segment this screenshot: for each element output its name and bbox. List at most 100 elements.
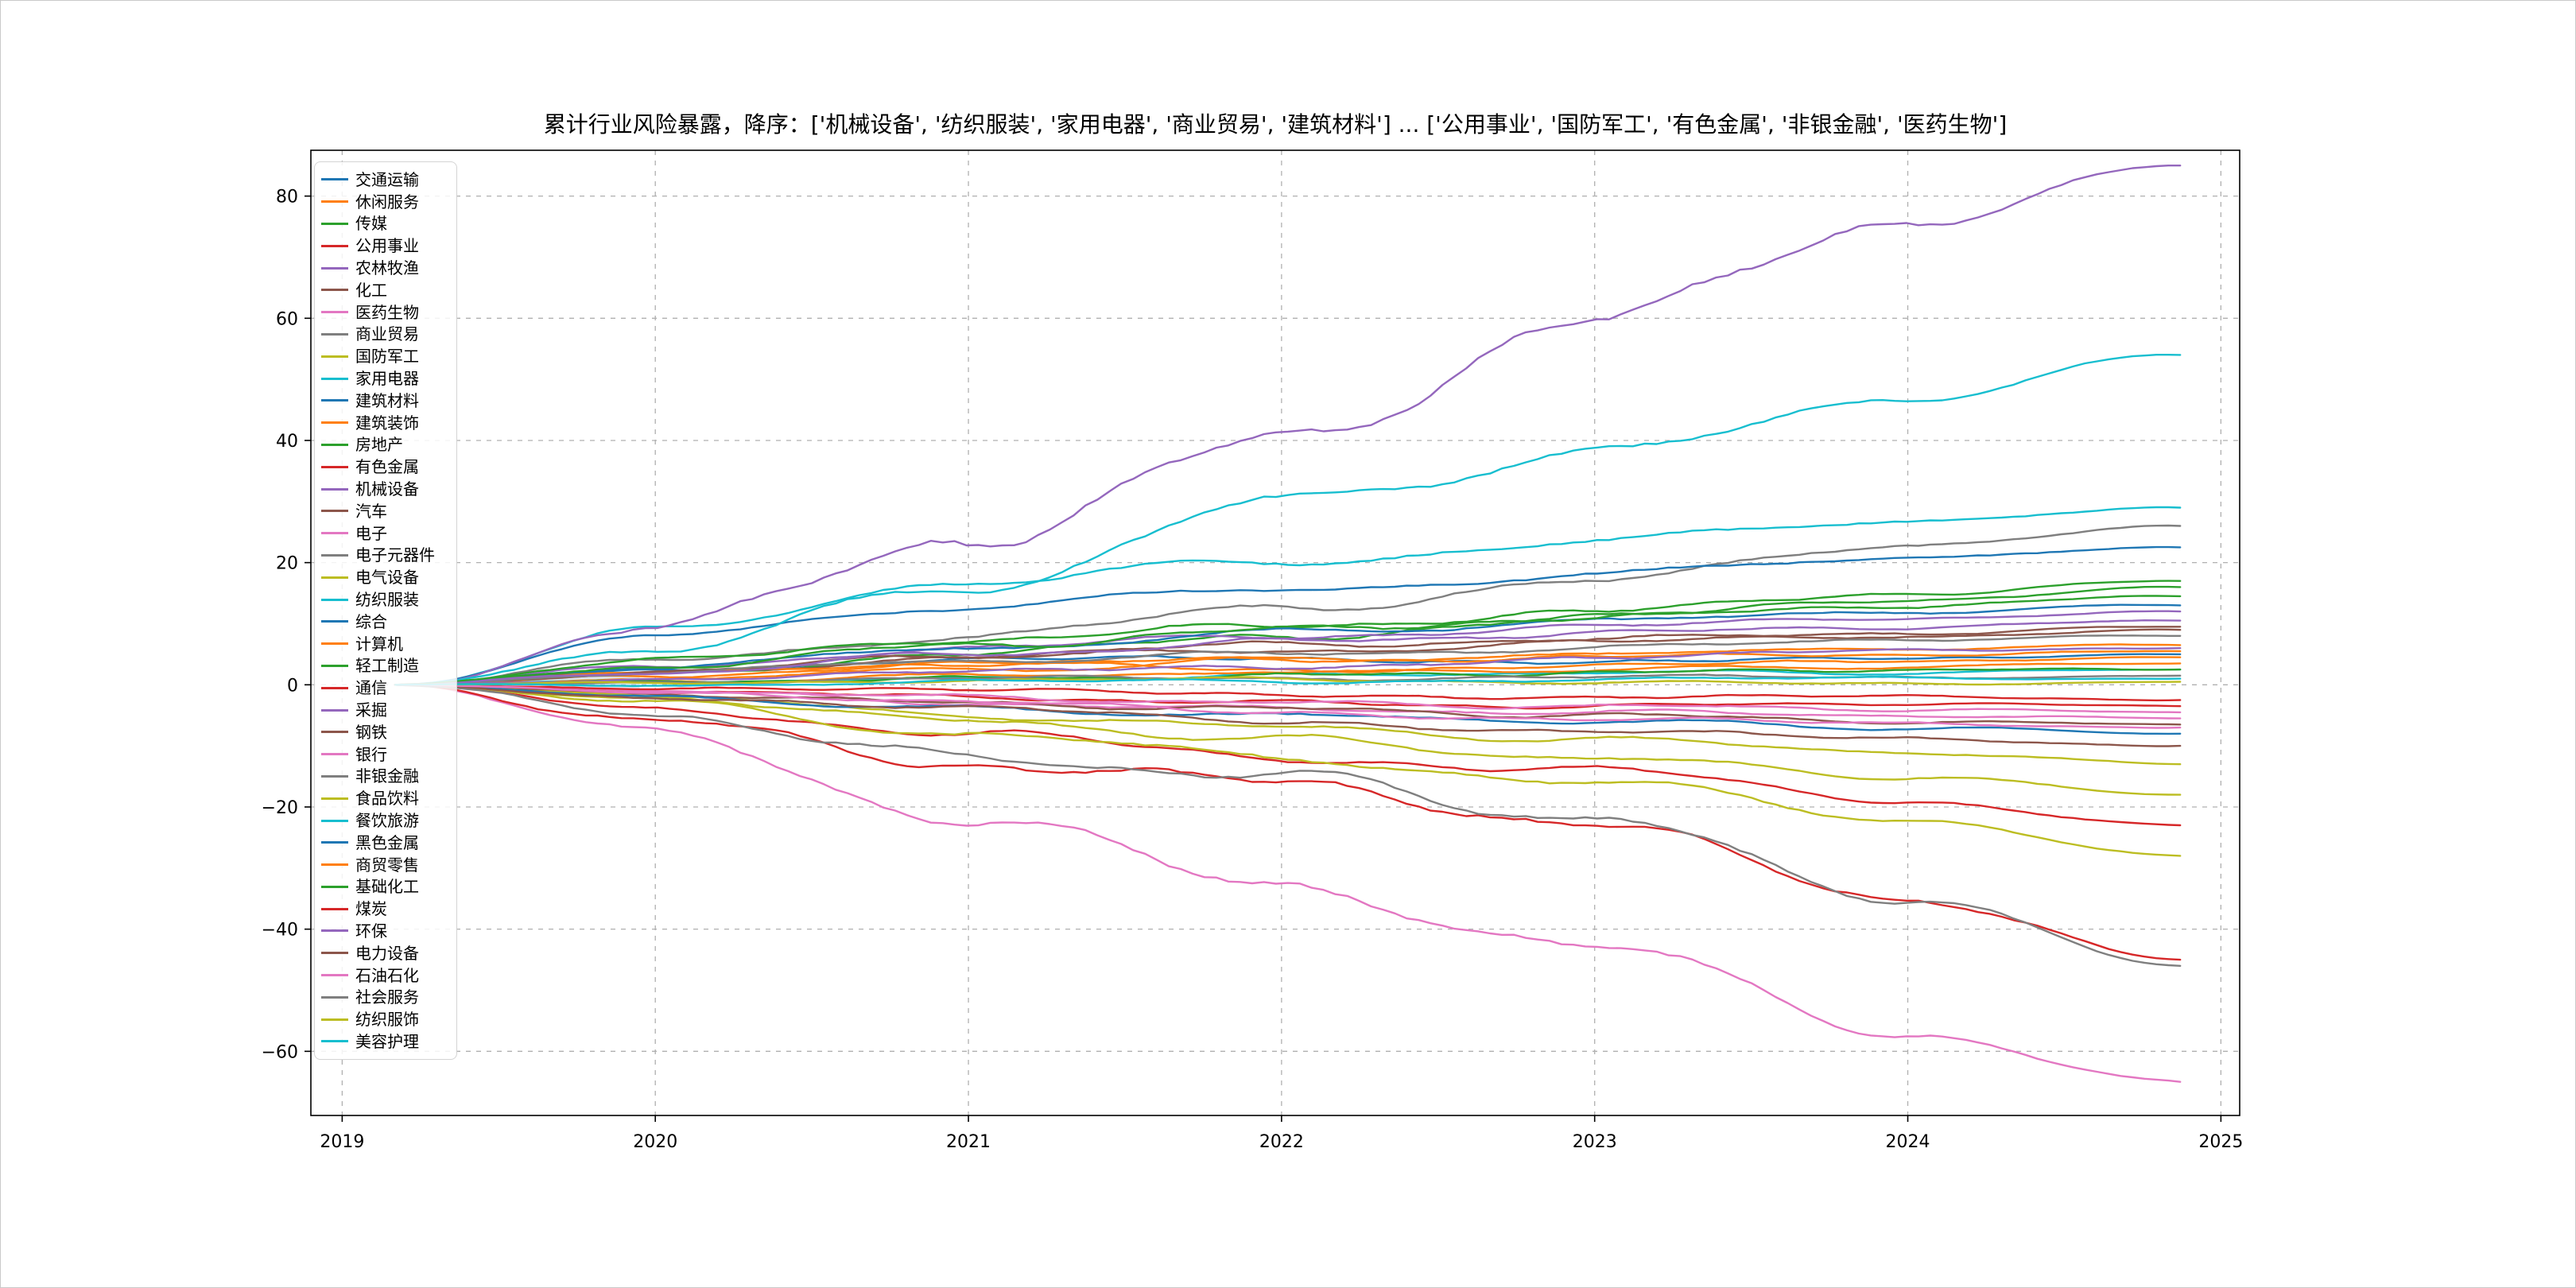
y-tick-label: −40 xyxy=(262,921,298,941)
legend-swatch xyxy=(321,222,348,225)
x-tick-label: 2024 xyxy=(1886,1132,1930,1152)
legend-label: 机械设备 xyxy=(355,479,419,499)
legend-item: 机械设备 xyxy=(321,478,450,500)
y-tick-label: 40 xyxy=(276,432,298,452)
plot-border xyxy=(310,149,2240,1116)
series-line xyxy=(394,603,2182,686)
series-line xyxy=(394,647,2182,686)
series-line xyxy=(394,684,2182,1083)
series-line xyxy=(394,524,2182,686)
series-line xyxy=(394,354,2182,686)
legend-item: 基础化工 xyxy=(321,876,450,898)
legend-item: 电子 xyxy=(321,522,450,545)
legend-item: 传媒 xyxy=(321,213,450,235)
legend-swatch xyxy=(321,664,348,667)
legend-label: 电子元器件 xyxy=(355,545,435,565)
legend-label: 轻工制造 xyxy=(355,656,419,676)
legend-item: 纺织服饰 xyxy=(321,1008,450,1030)
y-tick-label: 0 xyxy=(287,676,298,696)
legend-item: 国防军工 xyxy=(321,345,450,367)
legend-swatch xyxy=(321,377,348,380)
legend-item: 家用电器 xyxy=(321,367,450,390)
legend-item: 社会服务 xyxy=(321,986,450,1008)
legend-label: 交通运输 xyxy=(355,169,419,189)
legend-label: 家用电器 xyxy=(355,369,419,389)
legend-label: 农林牧渔 xyxy=(355,258,419,278)
legend-label: 化工 xyxy=(355,280,387,300)
legend-swatch xyxy=(321,311,348,314)
series-line xyxy=(394,676,2182,686)
legend-item: 煤炭 xyxy=(321,898,450,920)
legend-label: 公用事业 xyxy=(355,236,419,256)
legend-label: 石油石化 xyxy=(355,965,419,985)
legend-item: 食品饮料 xyxy=(321,787,450,809)
series-line xyxy=(394,675,2182,688)
y-tick-label: −20 xyxy=(262,798,298,818)
legend-label: 非银金融 xyxy=(355,766,419,786)
legend-label: 环保 xyxy=(355,921,387,941)
legend-swatch xyxy=(321,885,348,888)
legend-label: 纺织服饰 xyxy=(355,1010,419,1030)
legend-label: 汽车 xyxy=(355,501,387,521)
x-tick-label: 2023 xyxy=(1573,1132,1617,1152)
legend-label: 休闲服务 xyxy=(355,192,419,211)
legend-item: 交通运输 xyxy=(321,169,450,191)
legend-item: 黑色金属 xyxy=(321,832,450,854)
legend-item: 非银金融 xyxy=(321,766,450,788)
legend-item: 采掘 xyxy=(321,699,450,721)
legend-item: 轻工制造 xyxy=(321,655,450,677)
series-line xyxy=(394,506,2182,686)
legend-swatch xyxy=(321,598,348,601)
legend-swatch xyxy=(321,553,348,557)
legend-swatch xyxy=(321,774,348,778)
legend-label: 餐饮旅游 xyxy=(355,811,419,830)
x-tick-label: 2019 xyxy=(320,1132,364,1152)
legend-item: 电气设备 xyxy=(321,566,450,588)
legend-swatch xyxy=(321,289,348,292)
legend-label: 电气设备 xyxy=(355,568,419,588)
legend-swatch xyxy=(321,863,348,867)
legend-label: 银行 xyxy=(355,744,387,764)
legend-item: 建筑装饰 xyxy=(321,412,450,434)
legend-swatch xyxy=(321,399,348,402)
legend-swatch xyxy=(321,200,348,204)
legend-label: 电力设备 xyxy=(355,943,419,963)
y-tick-label: −60 xyxy=(262,1042,298,1062)
legend-swatch xyxy=(321,642,348,646)
legend-item: 纺织服装 xyxy=(321,588,450,611)
legend-label: 建筑装饰 xyxy=(355,413,419,433)
legend-item: 房地产 xyxy=(321,434,450,456)
legend-label: 纺织服装 xyxy=(355,590,419,610)
legend-swatch xyxy=(321,355,348,358)
series-line xyxy=(394,684,2182,968)
legend-label: 社会服务 xyxy=(355,987,419,1007)
legend-swatch xyxy=(321,465,348,468)
series-line xyxy=(394,684,2182,747)
legend-swatch xyxy=(321,620,348,623)
legend-item: 休闲服务 xyxy=(321,191,450,213)
series-line xyxy=(394,684,2182,827)
legend-label: 钢铁 xyxy=(355,722,387,742)
legend-item: 通信 xyxy=(321,677,450,699)
legend-label: 煤炭 xyxy=(355,899,387,919)
series-line xyxy=(394,619,2182,686)
legend-swatch xyxy=(321,532,348,535)
series-line xyxy=(394,595,2182,686)
y-tick-label: 60 xyxy=(276,309,298,329)
legend-swatch xyxy=(321,576,348,579)
legend-item: 餐饮旅游 xyxy=(321,809,450,832)
legend-item: 公用事业 xyxy=(321,235,450,257)
legend-item: 美容护理 xyxy=(321,1030,450,1053)
legend-label: 有色金属 xyxy=(355,457,419,477)
legend-label: 美容护理 xyxy=(355,1031,419,1051)
series-line xyxy=(394,684,2182,961)
series-line xyxy=(394,626,2182,686)
legend-swatch xyxy=(321,443,348,446)
legend-label: 计算机 xyxy=(355,634,403,654)
legend: 交通运输 休闲服务 传媒 公用事业 农林牧渔 化工 医药生物 商业贸易 国防军工 家用电器 建筑材料… xyxy=(314,161,457,1060)
legend-label: 医药生物 xyxy=(355,302,419,322)
legend-swatch xyxy=(321,929,348,933)
y-tick-label: 80 xyxy=(276,188,298,208)
series-line xyxy=(394,164,2182,686)
